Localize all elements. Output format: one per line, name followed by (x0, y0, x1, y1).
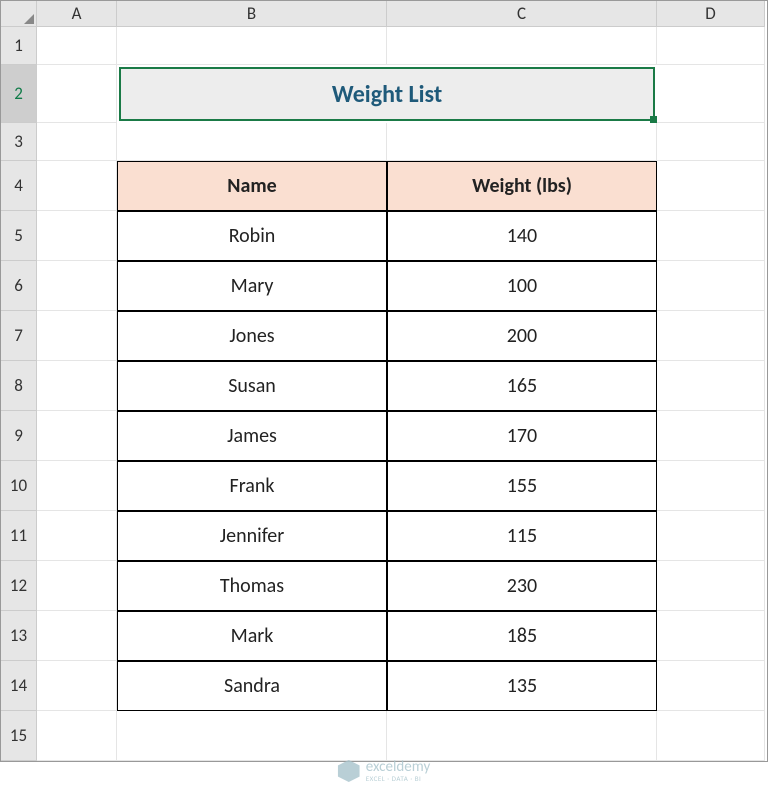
table-row[interactable]: 115 (387, 511, 657, 561)
cell-a13[interactable] (37, 611, 117, 661)
row-header-6[interactable]: 6 (1, 261, 37, 311)
cell-d10[interactable] (657, 461, 765, 511)
watermark-tagline: EXCEL · DATA · BI (366, 775, 430, 782)
cell-a15[interactable] (37, 711, 117, 761)
title-cell[interactable]: Weight List (117, 65, 657, 123)
row-header-2[interactable]: 2 (1, 65, 37, 123)
cell-d1[interactable] (657, 27, 765, 65)
cell-a11[interactable] (37, 511, 117, 561)
cell-a8[interactable] (37, 361, 117, 411)
cell-d12[interactable] (657, 561, 765, 611)
cell-b1[interactable] (117, 27, 387, 65)
cell-a1[interactable] (37, 27, 117, 65)
table-row[interactable]: James (117, 411, 387, 461)
table-row[interactable]: Frank (117, 461, 387, 511)
cell-d7[interactable] (657, 311, 765, 361)
row-header-9[interactable]: 9 (1, 411, 37, 461)
table-header-weight[interactable]: Weight (lbs) (387, 161, 657, 211)
cell-a2[interactable] (37, 65, 117, 123)
table-row[interactable]: 200 (387, 311, 657, 361)
table-row[interactable]: 100 (387, 261, 657, 311)
cell-a14[interactable] (37, 661, 117, 711)
table-row[interactable]: Susan (117, 361, 387, 411)
table-row[interactable]: 155 (387, 461, 657, 511)
cell-c3[interactable] (387, 123, 657, 161)
col-header-d[interactable]: D (657, 1, 765, 27)
cell-d3[interactable] (657, 123, 765, 161)
select-all-corner[interactable] (1, 1, 37, 27)
cell-d5[interactable] (657, 211, 765, 261)
cell-d8[interactable] (657, 361, 765, 411)
row-header-3[interactable]: 3 (1, 123, 37, 161)
row-header-5[interactable]: 5 (1, 211, 37, 261)
row-header-10[interactable]: 10 (1, 461, 37, 511)
cell-d15[interactable] (657, 711, 765, 761)
cell-a3[interactable] (37, 123, 117, 161)
cell-a6[interactable] (37, 261, 117, 311)
table-row[interactable]: 230 (387, 561, 657, 611)
table-row[interactable]: 165 (387, 361, 657, 411)
row-header-7[interactable]: 7 (1, 311, 37, 361)
cell-d4[interactable] (657, 161, 765, 211)
row-header-1[interactable]: 1 (1, 27, 37, 65)
table-header-name[interactable]: Name (117, 161, 387, 211)
cell-d14[interactable] (657, 661, 765, 711)
table-row[interactable]: Sandra (117, 661, 387, 711)
table-row[interactable]: Jennifer (117, 511, 387, 561)
col-header-a[interactable]: A (37, 1, 117, 27)
row-header-11[interactable]: 11 (1, 511, 37, 561)
title-text: Weight List (119, 67, 655, 121)
row-header-8[interactable]: 8 (1, 361, 37, 411)
col-header-b[interactable]: B (117, 1, 387, 27)
cell-d9[interactable] (657, 411, 765, 461)
table-row[interactable]: Robin (117, 211, 387, 261)
cell-a9[interactable] (37, 411, 117, 461)
table-row[interactable]: 185 (387, 611, 657, 661)
cell-d13[interactable] (657, 611, 765, 661)
table-row[interactable]: Jones (117, 311, 387, 361)
table-row[interactable]: 170 (387, 411, 657, 461)
table-row[interactable]: 140 (387, 211, 657, 261)
watermark-brand: exceldemy (366, 760, 430, 775)
cell-a12[interactable] (37, 561, 117, 611)
cell-c15[interactable] (387, 711, 657, 761)
row-header-13[interactable]: 13 (1, 611, 37, 661)
cell-a7[interactable] (37, 311, 117, 361)
cell-d2[interactable] (657, 65, 765, 123)
cell-b15[interactable] (117, 711, 387, 761)
row-header-15[interactable]: 15 (1, 711, 37, 761)
cell-d11[interactable] (657, 511, 765, 561)
table-row[interactable]: Mark (117, 611, 387, 661)
cell-c1[interactable] (387, 27, 657, 65)
watermark: exceldemy EXCEL · DATA · BI (338, 760, 430, 782)
cell-b3[interactable] (117, 123, 387, 161)
cell-a10[interactable] (37, 461, 117, 511)
cell-a5[interactable] (37, 211, 117, 261)
col-header-c[interactable]: C (387, 1, 657, 27)
row-header-12[interactable]: 12 (1, 561, 37, 611)
watermark-logo-icon (338, 760, 360, 782)
table-row[interactable]: Mary (117, 261, 387, 311)
table-row[interactable]: 135 (387, 661, 657, 711)
spreadsheet-grid: A B C D 1 2 Weight List 3 4 Name Weight … (0, 0, 768, 762)
row-header-14[interactable]: 14 (1, 661, 37, 711)
cell-a4[interactable] (37, 161, 117, 211)
row-header-4[interactable]: 4 (1, 161, 37, 211)
cell-d6[interactable] (657, 261, 765, 311)
table-row[interactable]: Thomas (117, 561, 387, 611)
